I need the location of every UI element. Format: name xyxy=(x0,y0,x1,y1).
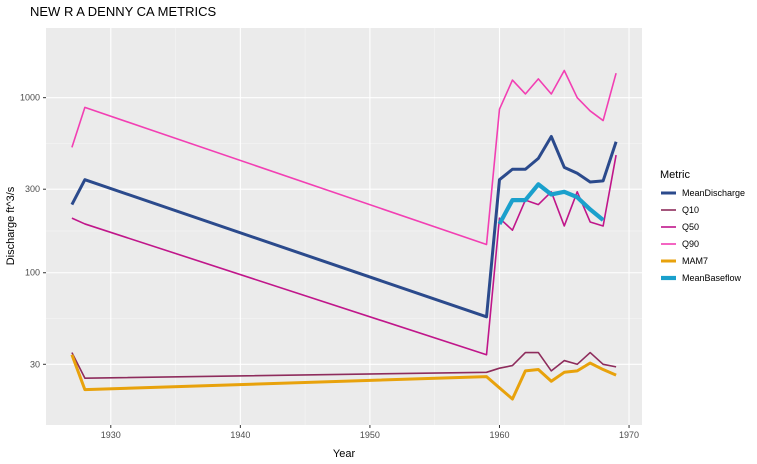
series-line-meanbaseflow xyxy=(497,182,605,225)
legend-label-meandischarge: MeanDischarge xyxy=(682,188,745,198)
series-line-q10 xyxy=(71,351,617,379)
legend-label-meanbaseflow: MeanBaseflow xyxy=(682,273,742,283)
legend-label-q10: Q10 xyxy=(682,205,699,215)
x-axis-title: Year xyxy=(333,448,356,460)
legend: Metric MeanDischarge Q10 Q50 Q90 MAM7 MeanBas… xyxy=(660,169,745,283)
legend-title: Metric xyxy=(660,169,690,181)
legend-label-q50: Q50 xyxy=(682,222,699,232)
y-tick-label: 300 xyxy=(25,184,40,194)
y-tick-label: 1000 xyxy=(20,93,40,103)
y-tick-label: 100 xyxy=(25,268,40,278)
x-tick-label: 1970 xyxy=(619,430,639,440)
plot-panel xyxy=(46,28,642,425)
grid-lines xyxy=(46,28,642,425)
y-tick-label: 30 xyxy=(30,359,40,369)
x-tick-label: 1950 xyxy=(360,430,380,440)
legend-label-q90: Q90 xyxy=(682,239,699,249)
series-lines xyxy=(70,69,618,401)
series-line-q50 xyxy=(71,154,617,356)
y-axis-title: Discharge ft^3/s xyxy=(5,186,17,265)
x-tick-label: 1930 xyxy=(101,430,121,440)
series-line-q90 xyxy=(71,69,617,246)
series-line-meandischarge xyxy=(70,135,618,319)
chart-title: NEW R A DENNY CA METRICS xyxy=(30,4,216,19)
x-tick-label: 1960 xyxy=(489,430,509,440)
series-line-mam7 xyxy=(70,354,617,401)
axes: 1930 1940 1950 1960 1970 30 100 300 1000 xyxy=(20,93,639,440)
legend-label-mam7: MAM7 xyxy=(682,256,708,266)
x-tick-label: 1940 xyxy=(230,430,250,440)
